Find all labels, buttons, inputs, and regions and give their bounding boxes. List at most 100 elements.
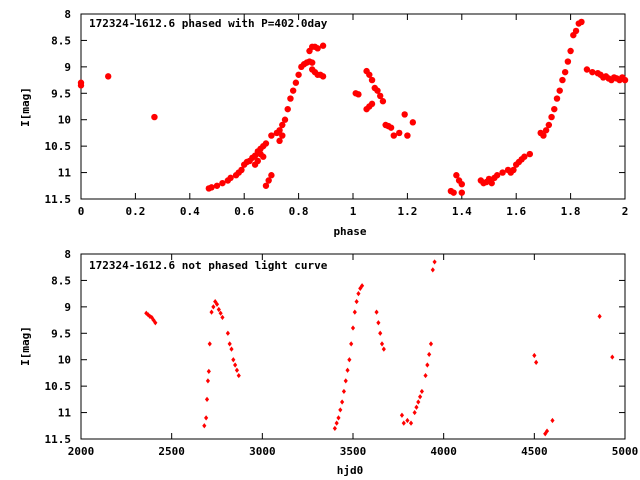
data-point xyxy=(77,82,85,89)
data-point xyxy=(387,124,395,131)
data-point xyxy=(292,79,300,86)
data-point xyxy=(419,388,424,395)
data-point xyxy=(105,73,112,80)
data-point xyxy=(225,330,230,336)
data-point xyxy=(354,298,359,305)
plot-1-title: 172324-1612.6 not phased light curve xyxy=(89,259,328,272)
data-point xyxy=(218,310,223,316)
data-point xyxy=(572,27,580,35)
plot-0-xtick-label: 1.4 xyxy=(452,205,472,218)
data-point xyxy=(213,182,221,189)
data-point xyxy=(295,71,302,78)
plot-1-xtick-label: 4000 xyxy=(430,445,457,458)
plot-0-ytick-label: 11.5 xyxy=(45,193,72,206)
data-point xyxy=(425,362,430,368)
plot-1-xtick-label: 4500 xyxy=(521,445,548,458)
data-point xyxy=(493,172,501,179)
plot-1-ytick-label: 8 xyxy=(64,248,71,261)
data-point xyxy=(540,132,547,139)
plot-0-title: 172324-1612.6 phased with P=402.0day xyxy=(89,17,328,30)
data-point xyxy=(341,388,347,395)
data-point xyxy=(151,113,158,121)
data-point xyxy=(216,306,221,313)
data-point xyxy=(204,415,209,421)
data-point xyxy=(334,420,339,426)
data-point xyxy=(336,415,341,421)
plot-1-ytick-label: 10 xyxy=(58,354,71,367)
data-point xyxy=(349,341,354,347)
data-point xyxy=(276,127,283,134)
data-point xyxy=(219,179,226,187)
data-point xyxy=(238,166,245,174)
data-point xyxy=(453,172,460,179)
data-point xyxy=(567,47,574,55)
plot-0-ytick-label: 10 xyxy=(58,114,71,127)
data-point xyxy=(147,313,152,319)
data-point xyxy=(450,189,457,196)
data-point xyxy=(544,428,550,434)
data-point xyxy=(366,71,373,78)
data-point xyxy=(390,132,397,139)
data-point xyxy=(231,357,236,363)
data-point xyxy=(309,59,316,66)
data-point xyxy=(368,76,376,84)
plot-0-ytick-label: 9 xyxy=(64,61,71,74)
data-point xyxy=(319,42,327,49)
data-point xyxy=(526,150,533,158)
plot-1-ylabel: I[mag] xyxy=(19,326,32,366)
data-point xyxy=(205,378,211,384)
data-point xyxy=(204,396,210,402)
data-point xyxy=(551,105,558,113)
data-point xyxy=(234,367,240,373)
data-point xyxy=(428,341,434,347)
data-point xyxy=(427,351,432,358)
data-point xyxy=(254,157,261,165)
plot-1-xtick-label: 2500 xyxy=(158,445,185,458)
data-point xyxy=(340,399,345,405)
plot-0-ytick-label: 8 xyxy=(64,8,71,21)
data-point xyxy=(548,113,555,121)
data-point xyxy=(211,304,216,310)
data-point xyxy=(352,309,357,315)
data-point xyxy=(550,417,555,424)
phased-light-curve-plot: 172324-1612.6 phased with P=402.0day pha… xyxy=(19,8,628,238)
data-point xyxy=(532,352,537,359)
plot-0-frame xyxy=(80,13,626,200)
data-point xyxy=(343,378,348,384)
data-point xyxy=(287,95,294,102)
data-point xyxy=(214,301,220,307)
plot-0-ytick-label: 11 xyxy=(58,167,72,180)
plot-1-xtick-label: 3000 xyxy=(249,445,276,458)
plot-0-ytick-label: 10.5 xyxy=(45,140,72,153)
data-point xyxy=(356,291,361,297)
plot-1-frame xyxy=(80,253,626,440)
data-point xyxy=(553,95,561,102)
data-point xyxy=(153,320,158,326)
plot-0-ytick-label: 8.5 xyxy=(51,34,71,47)
data-point xyxy=(404,132,411,139)
data-point xyxy=(227,174,234,182)
data-point xyxy=(401,420,406,426)
data-point xyxy=(227,341,232,347)
data-point xyxy=(409,119,417,126)
data-point xyxy=(418,394,423,400)
data-point xyxy=(405,417,410,424)
data-point xyxy=(262,182,270,189)
data-point xyxy=(556,87,563,94)
data-point xyxy=(414,404,419,410)
plot-0-xtick-label: 0.6 xyxy=(234,205,254,218)
data-point xyxy=(377,92,384,100)
plot-0-xtick-label: 0.8 xyxy=(289,205,309,218)
data-point xyxy=(268,132,275,139)
plot-0-xtick-label: 1 xyxy=(350,205,357,218)
data-point xyxy=(559,76,566,84)
data-point xyxy=(381,346,386,352)
data-point xyxy=(265,177,272,184)
data-point xyxy=(229,346,234,352)
plot-0-xtick-label: 1.6 xyxy=(506,205,526,218)
data-point xyxy=(542,127,550,134)
data-point xyxy=(561,68,569,76)
data-point xyxy=(488,179,495,187)
data-point xyxy=(597,313,602,319)
data-point xyxy=(545,121,553,129)
